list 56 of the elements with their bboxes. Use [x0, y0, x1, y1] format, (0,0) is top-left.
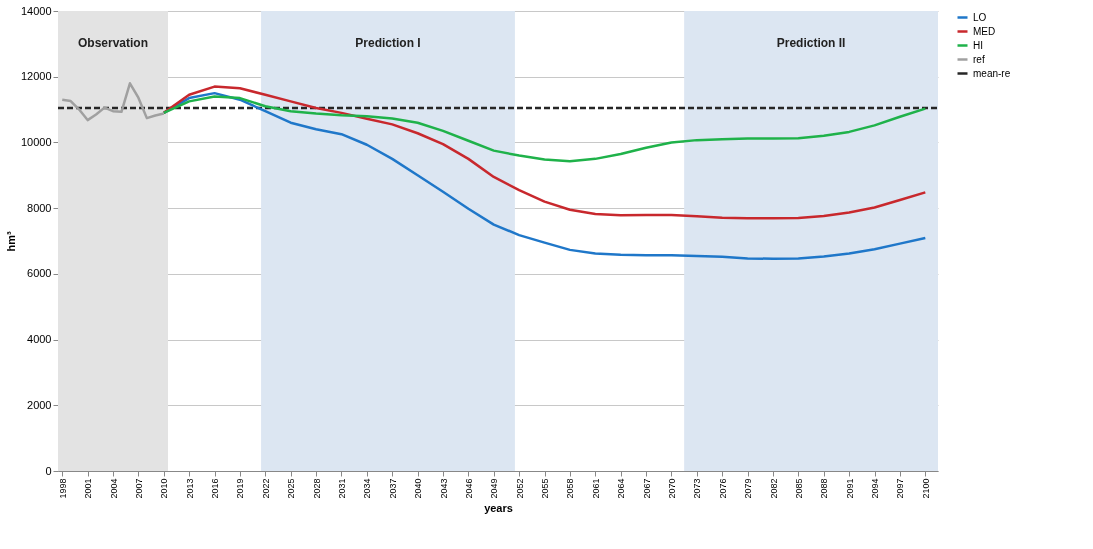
y-axis-title: hm³ [4, 231, 17, 252]
x-tick-label: 2079 [743, 478, 754, 499]
x-tick-label: 2028 [311, 478, 322, 499]
legend-label: ref [973, 53, 985, 65]
x-tick-label: 2025 [286, 478, 297, 499]
x-tick-label: 2070 [666, 478, 677, 499]
x-tick-label: 2061 [590, 478, 601, 499]
y-tick-label: 8000 [27, 201, 52, 214]
line-series [162, 85, 927, 220]
x-tick-label: 2049 [489, 478, 500, 499]
band-label: Observation [77, 36, 149, 50]
x-tick-label: 2001 [83, 478, 94, 499]
band-label: Prediction II [776, 36, 846, 50]
x-tick-label: 2091 [844, 478, 855, 499]
x-tick-label: 2004 [108, 478, 119, 499]
y-tick-label: 2000 [27, 398, 52, 411]
legend-label: HI [973, 39, 983, 51]
x-tick-label: 2046 [463, 478, 474, 499]
x-tick-label: 2034 [362, 478, 373, 499]
x-tick-label: 2052 [514, 478, 525, 499]
x-tick-label: 1998 [57, 478, 68, 499]
y-tick-label: 4000 [27, 333, 52, 346]
line-series [162, 95, 927, 163]
x-tick-label: 2010 [159, 478, 170, 499]
y-tick-label: 12000 [20, 70, 52, 83]
legend-label: LO [973, 11, 987, 23]
x-tick-label: 2088 [819, 478, 830, 499]
x-tick-label: 2073 [692, 478, 703, 499]
x-tick-label: 2076 [717, 478, 728, 499]
x-tick-label: 2037 [387, 478, 398, 499]
x-tick-label: 2055 [540, 478, 551, 499]
x-tick-label: 2043 [438, 478, 449, 499]
legend-label: MED [973, 25, 996, 37]
x-tick-label: 2097 [895, 478, 906, 499]
x-tick-label: 2100 [920, 478, 931, 499]
x-tick-label: 2064 [616, 478, 627, 499]
band-label: Prediction I [355, 36, 421, 50]
x-tick-label: 2019 [235, 478, 246, 499]
x-tick-label: 2031 [336, 478, 347, 499]
y-tick-label: 6000 [27, 267, 52, 280]
legend-label: mean-re [973, 67, 1011, 79]
y-tick-label: 0 [45, 464, 52, 477]
x-tick-label: 2013 [184, 478, 195, 499]
x-tick-label: 2085 [793, 478, 804, 499]
x-tick-label: 2094 [870, 478, 881, 499]
x-tick-label: 2058 [565, 478, 576, 499]
x-tick-label: 2040 [413, 478, 424, 499]
x-tick-label: 2082 [768, 478, 779, 499]
x-tick-label: 2067 [641, 478, 652, 499]
y-tick-label: 10000 [20, 135, 52, 148]
x-axis-title: years [484, 501, 513, 514]
line-series [60, 82, 166, 122]
y-tick-label: 14000 [20, 4, 52, 17]
x-tick-label: 2022 [260, 478, 271, 499]
x-tick-label: 2016 [210, 478, 221, 499]
x-tick-label: 2007 [133, 478, 144, 499]
